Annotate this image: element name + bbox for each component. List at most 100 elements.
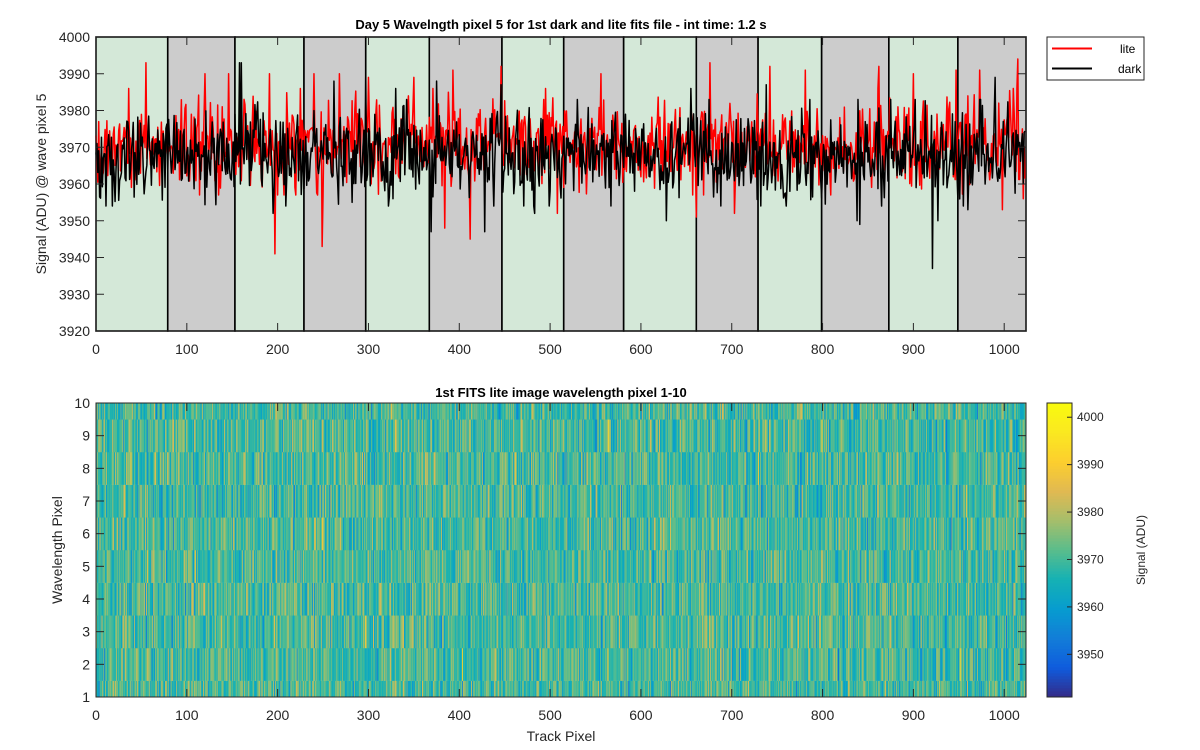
heatmap-cell [950, 582, 952, 616]
heatmap-cell [772, 615, 774, 649]
heatmap-cell [412, 582, 414, 616]
heatmap-cell [114, 550, 116, 583]
heatmap-cell [405, 582, 407, 616]
heatmap-cell [125, 582, 127, 616]
heatmap-cell [120, 648, 122, 681]
heatmap-cell [139, 582, 141, 616]
heatmap-cell [472, 615, 474, 649]
heatmap-cell [756, 648, 758, 681]
heatmap-cell [472, 582, 474, 616]
heatmap-cell [473, 550, 476, 583]
heatmap-cell [600, 582, 603, 616]
heatmap-cell [809, 680, 812, 698]
heatmap-cell [271, 582, 273, 616]
heatmap-cell [111, 615, 113, 649]
heatmap-cell [321, 680, 323, 698]
heatmap-cell [245, 582, 248, 616]
heatmap-cell [721, 648, 724, 681]
heatmap-cell [619, 582, 621, 616]
heatmap-cell [102, 680, 104, 698]
heatmap-cell [393, 615, 396, 649]
heatmap-cell [931, 680, 933, 698]
heatmap-cell [952, 582, 954, 616]
heatmap-cell [553, 680, 555, 698]
heatmap-cell [404, 648, 407, 681]
heatmap-cell [431, 680, 433, 698]
heatmap-cell [709, 582, 711, 616]
heatmap-cell [759, 648, 762, 681]
heatmap-cell [775, 615, 777, 649]
heatmap-cell [757, 680, 759, 698]
heatmap-cell [475, 550, 477, 583]
heatmap-cell [823, 648, 825, 681]
heatmap-cell [294, 680, 297, 698]
heatmap-cell [427, 582, 429, 616]
heatmap-cell [788, 680, 791, 698]
heatmap-cell [344, 582, 347, 616]
heatmap-cell [682, 550, 684, 583]
heatmap-cell [692, 648, 694, 681]
heatmap-cell [318, 582, 320, 616]
heatmap-cell [600, 550, 602, 583]
heatmap-cell [402, 550, 405, 583]
heatmap-cell [855, 615, 857, 649]
heatmap-cell [469, 648, 471, 681]
heatmap-cell [450, 680, 452, 698]
heatmap-cell [297, 550, 299, 583]
heatmap-cell [278, 550, 280, 583]
heatmap-cell [835, 680, 837, 698]
legend[interactable]: lite dark [1046, 36, 1145, 81]
heatmap-cell [687, 582, 689, 616]
heatmap-cell [518, 648, 520, 681]
heatmap-cell [348, 615, 350, 649]
heatmap-cell [447, 550, 449, 583]
heatmap-cell [251, 582, 253, 616]
heatmap-cell [836, 582, 838, 616]
heatmap-cell [365, 680, 367, 698]
heatmap-cell [551, 550, 553, 583]
heatmap-cell [234, 615, 236, 649]
heatmap-cell [709, 550, 712, 583]
x-tick-label: 900 [902, 341, 926, 357]
heatmap-cell [181, 615, 183, 649]
heatmap-cell [903, 582, 905, 616]
heatmap-cell [1008, 680, 1010, 698]
heatmap-cell [392, 550, 394, 583]
heatmap-cell [851, 582, 853, 616]
heatmap-cell [509, 582, 511, 616]
heatmap-cell [528, 648, 530, 681]
heatmap-cell [423, 615, 426, 649]
heatmap-cell [157, 680, 160, 698]
heatmap-cell [774, 648, 776, 681]
heatmap-cell [600, 550, 603, 583]
heatmap-cell [337, 582, 339, 616]
heatmap-cell [507, 582, 509, 616]
heatmap-cell [148, 550, 150, 583]
heatmap-cell [271, 615, 273, 649]
heatmap-cell [546, 615, 548, 649]
heatmap-cell [538, 582, 540, 616]
heatmap-cell [637, 582, 639, 616]
heatmap-cell [539, 615, 541, 649]
heatmap-cell [965, 648, 967, 681]
heatmap-cell [828, 615, 831, 649]
heatmap-cell [620, 615, 623, 649]
heatmap-cell [622, 615, 625, 649]
heatmap-cell [234, 680, 236, 698]
heatmap-cell [548, 615, 550, 649]
heatmap-cell [524, 582, 526, 616]
heatmap-cell [642, 582, 644, 616]
heatmap-cell [732, 648, 734, 681]
heatmap-cell [782, 615, 784, 649]
heatmap-cell [249, 550, 251, 583]
heatmap-cell [672, 615, 674, 649]
heatmap-cell [818, 680, 821, 698]
heatmap-cell [185, 680, 187, 698]
heatmap-cell [972, 648, 974, 681]
heatmap-cell [402, 680, 404, 698]
heatmap-cell [629, 582, 631, 616]
heatmap-cell [367, 648, 369, 681]
heatmap-cell [727, 680, 729, 698]
heatmap-cell [713, 582, 715, 616]
heatmap-cell [750, 680, 753, 698]
